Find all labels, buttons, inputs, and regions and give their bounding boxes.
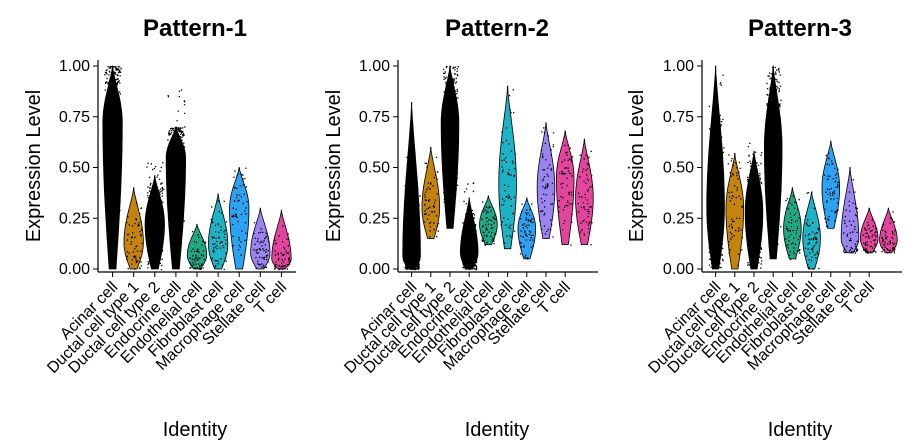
y-tick-label: 0.00: [59, 261, 90, 278]
violin-points: [862, 208, 878, 254]
violin-points: [746, 142, 763, 270]
violin-points: [104, 66, 122, 248]
violin-2: [421, 146, 440, 239]
violin-points: [126, 202, 143, 270]
y-tick-label: 0.50: [59, 160, 90, 177]
y-axis-label: Expression Level: [323, 90, 345, 242]
violin-3: [440, 65, 460, 229]
violin-points: [231, 167, 248, 256]
y-tick-label: 0.25: [59, 210, 90, 227]
violin-7: [821, 140, 840, 229]
y-tick-label: 0.75: [59, 109, 90, 126]
violin-body: [271, 209, 292, 270]
y-tick-label: 1.00: [359, 58, 390, 75]
violin-1: [402, 102, 421, 271]
violin-body: [575, 138, 594, 245]
violin-body: [517, 197, 536, 260]
x-axis-label: Identity: [163, 419, 227, 441]
violin-6: [208, 193, 229, 270]
y-axis-label: Expression Level: [23, 90, 45, 242]
violin-body: [536, 122, 556, 239]
panel-1: Pattern-1 Expression Level Identity 0.00 0.2…: [23, 15, 296, 441]
violin-points: [881, 211, 896, 254]
y-tick-label: 0.75: [359, 109, 390, 126]
violin-3: [144, 161, 165, 271]
violin-points: [189, 231, 207, 270]
violin-2: [725, 152, 744, 270]
violin-10: [879, 207, 898, 254]
violin-9: [556, 130, 575, 246]
violin-points: [462, 182, 478, 271]
violin-5: [479, 195, 498, 246]
violin-body: [229, 167, 250, 270]
violin-7: [517, 197, 536, 260]
violin-6: [498, 85, 517, 250]
violin-points: [519, 203, 535, 260]
violin-3: [744, 142, 764, 270]
violin-9: [860, 207, 879, 254]
panel-3: Pattern-3 Expression Level Identity 0.00 0.2…: [626, 15, 902, 441]
violin-points: [766, 66, 782, 257]
violin-body: [498, 85, 517, 250]
violin-4: [764, 65, 783, 260]
violin-9: [271, 209, 292, 271]
violin-6: [802, 191, 821, 270]
violin-1: [102, 65, 123, 270]
y-tick-label: 1.00: [663, 58, 694, 75]
violin-body: [879, 207, 898, 254]
x-axis-label: Identity: [465, 419, 529, 441]
violin-4: [165, 89, 186, 270]
y-tick-label: 1.00: [59, 58, 90, 75]
violin-points: [481, 201, 497, 246]
violin-8: [250, 207, 271, 270]
y-tick-label: 0.75: [663, 109, 694, 126]
violin-points: [442, 66, 459, 229]
y-tick-label: 0.00: [359, 261, 390, 278]
violin-points: [843, 179, 859, 254]
violin-body: [421, 146, 440, 239]
violin-5: [783, 187, 802, 261]
violin-body: [402, 102, 421, 270]
panel-2: Pattern-2 Expression Level Identity 0.00 0.2…: [323, 15, 598, 441]
violin-body: [783, 187, 802, 260]
violin-body: [208, 193, 229, 270]
x-axis-label: Identity: [768, 419, 832, 441]
violin-body: [725, 152, 744, 270]
violin-body: [764, 65, 783, 260]
violin-points: [708, 74, 725, 269]
violin-8: [536, 122, 556, 239]
violin-7: [229, 167, 250, 270]
violin-body: [556, 130, 575, 245]
violin-body: [186, 223, 208, 270]
violin-body: [860, 207, 879, 254]
violin-1: [706, 65, 725, 270]
y-tick-label: 0.50: [359, 160, 390, 177]
violin-2: [123, 187, 144, 270]
chart-title: Pattern-1: [143, 15, 247, 42]
y-tick-label: 0.50: [663, 160, 694, 177]
violin-body: [840, 167, 860, 254]
violin-body: [123, 187, 144, 270]
y-tick-label: 0.25: [663, 210, 694, 227]
violin-points: [146, 161, 165, 271]
violin-points: [823, 152, 839, 228]
violin-5: [186, 223, 208, 270]
violin-body: [802, 191, 821, 270]
chart-title: Pattern-2: [445, 15, 549, 42]
y-tick-label: 0.25: [359, 210, 390, 227]
violin-points: [577, 150, 593, 246]
chart-title: Pattern-3: [748, 15, 852, 42]
y-tick-label: 0.00: [663, 261, 694, 278]
y-axis-label: Expression Level: [626, 90, 648, 242]
violin-body: [821, 140, 840, 229]
violin-10: [575, 138, 594, 246]
violin-points: [210, 200, 228, 270]
violin-4: [460, 182, 479, 271]
violin-points: [167, 89, 186, 233]
violin-points: [274, 225, 291, 271]
violin-body: [250, 207, 271, 270]
violin-8: [840, 167, 860, 254]
